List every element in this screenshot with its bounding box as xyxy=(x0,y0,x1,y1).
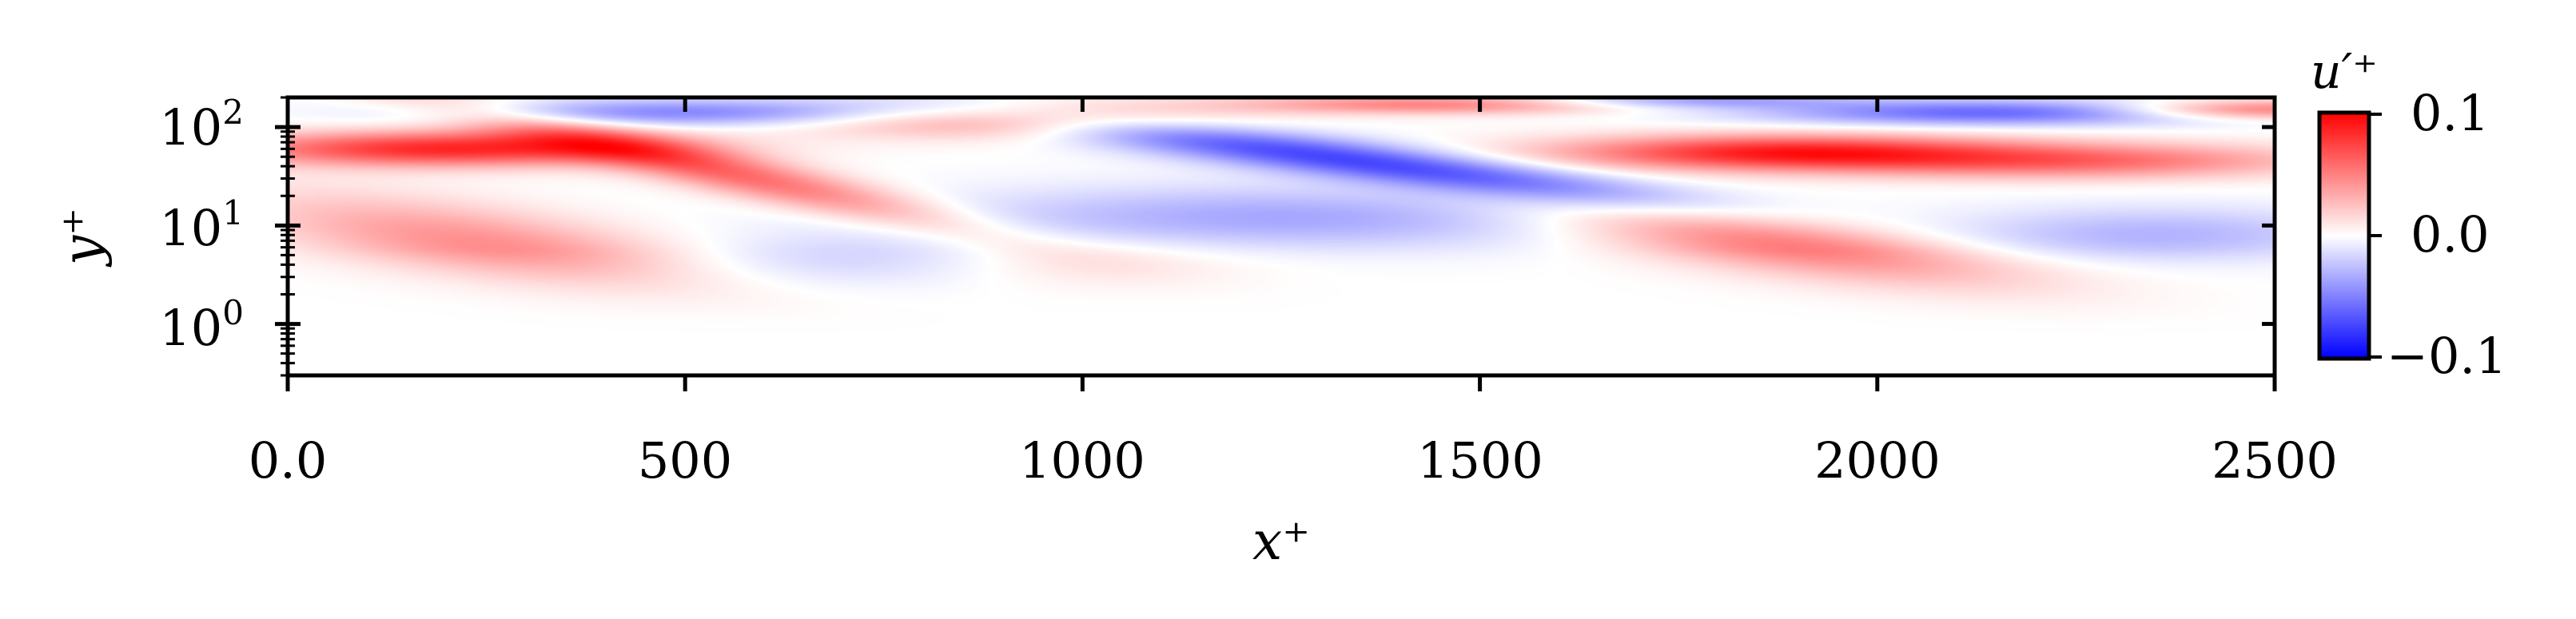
y-tick-exponent: 1 xyxy=(222,193,244,232)
svg-text:101: 101 xyxy=(159,193,244,257)
plot-frame xyxy=(285,95,2277,378)
y-tick-base: 10 xyxy=(159,98,222,157)
heatmap-area xyxy=(288,97,2275,375)
x-tick-label: 500 xyxy=(638,431,732,490)
x-tick-label: 0.0 xyxy=(249,431,328,490)
x-tick-label: 1500 xyxy=(1417,431,1543,490)
svg-text:100: 100 xyxy=(159,293,244,357)
y-tick-label-0: 100 xyxy=(159,293,244,357)
x-tick-label: 2000 xyxy=(1814,431,1941,490)
y-tick-exponent: 0 xyxy=(222,293,244,332)
y-tick-base: 10 xyxy=(159,299,222,357)
svg-text:102: 102 xyxy=(159,93,244,157)
x-axis-ticks xyxy=(285,97,2277,391)
colorbar-tick-label: −0.1 xyxy=(2387,327,2507,385)
x-tick-label: 1000 xyxy=(1019,431,1145,490)
y-tick-label-2: 102 xyxy=(159,93,244,157)
y-tick-base: 10 xyxy=(159,199,222,257)
heatmap-image xyxy=(288,97,2275,375)
y-axis-ticks xyxy=(275,96,2275,377)
colorbar-tick-label: 0.0 xyxy=(2411,205,2490,264)
x-tick-label: 2500 xyxy=(2212,431,2338,490)
y-tick-exponent: 2 xyxy=(222,93,244,132)
colorbar-gradient xyxy=(2317,110,2371,361)
y-tick-label-1: 101 xyxy=(159,193,244,257)
x-axis-label: x⁺ xyxy=(1252,510,1310,572)
y-axis-label: y⁺ xyxy=(51,208,113,268)
colorbar-label: u′⁺ xyxy=(2311,44,2378,100)
colorbar-tick-label: 0.1 xyxy=(2411,84,2490,142)
colorbar: 0.1 0.0 −0.1 u′⁺ xyxy=(2311,44,2507,385)
